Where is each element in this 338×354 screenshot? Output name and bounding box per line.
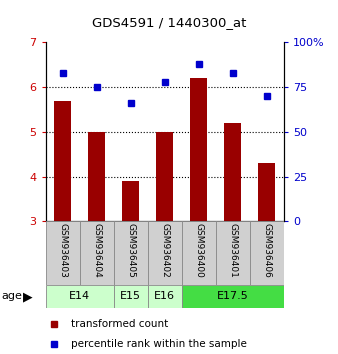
Bar [258, 163, 275, 221]
Text: GDS4591 / 1440300_at: GDS4591 / 1440300_at [92, 16, 246, 29]
Bar [182, 221, 216, 285]
Bar [250, 221, 284, 285]
Bar [182, 285, 284, 308]
Bar [148, 285, 182, 308]
Bar [156, 132, 173, 221]
Text: GSM936405: GSM936405 [126, 223, 135, 278]
Bar [88, 132, 105, 221]
Bar [224, 123, 241, 221]
Text: E15: E15 [120, 291, 141, 302]
Text: GSM936404: GSM936404 [92, 223, 101, 278]
Text: ▶: ▶ [23, 290, 32, 303]
Text: E16: E16 [154, 291, 175, 302]
Bar [54, 101, 71, 221]
Bar [148, 221, 182, 285]
Text: GSM936406: GSM936406 [262, 223, 271, 278]
Bar [46, 221, 80, 285]
Text: GSM936400: GSM936400 [194, 223, 203, 278]
Text: GSM936401: GSM936401 [228, 223, 237, 278]
Bar [190, 78, 207, 221]
Text: E17.5: E17.5 [217, 291, 249, 302]
Bar [80, 221, 114, 285]
Text: GSM936402: GSM936402 [160, 223, 169, 278]
Text: E14: E14 [69, 291, 90, 302]
Text: transformed count: transformed count [71, 319, 168, 329]
Bar [122, 181, 139, 221]
Bar [114, 221, 148, 285]
Text: age: age [2, 291, 23, 302]
Bar [46, 285, 114, 308]
Bar [114, 285, 148, 308]
Text: GSM936403: GSM936403 [58, 223, 67, 278]
Text: percentile rank within the sample: percentile rank within the sample [71, 339, 247, 349]
Bar [216, 221, 250, 285]
